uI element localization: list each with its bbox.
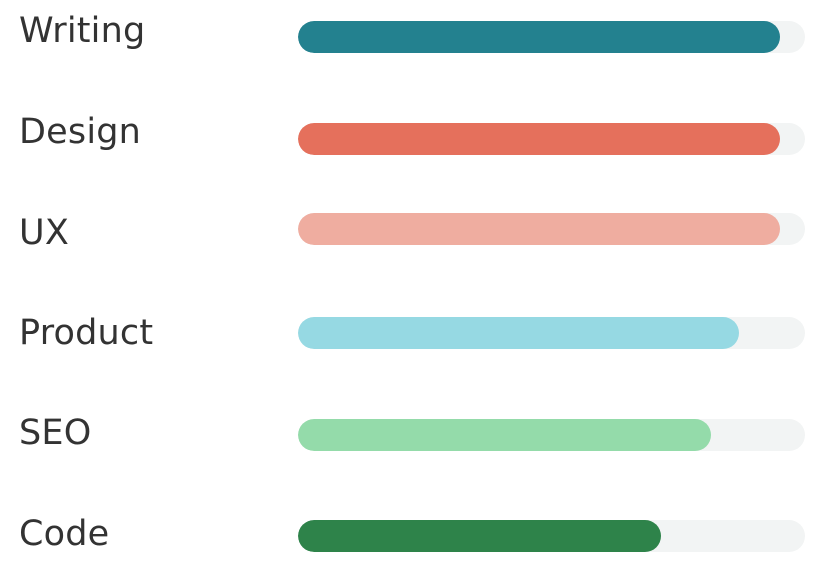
progress-fill: [298, 21, 780, 53]
progress-fill: [298, 213, 780, 245]
skill-row-ux: UX: [0, 208, 820, 278]
progress-track: [298, 123, 805, 155]
progress-fill: [298, 520, 661, 552]
skill-label: Product: [19, 313, 154, 353]
progress-track: [298, 419, 805, 451]
skill-label: UX: [19, 213, 69, 253]
skill-label: Writing: [19, 11, 146, 51]
skill-bars-list: Writing Design UX Product SEO Code: [0, 6, 820, 554]
progress-track: [298, 213, 805, 245]
skill-label: Design: [19, 112, 142, 152]
progress-track: [298, 21, 805, 53]
skill-row-seo: SEO: [0, 408, 820, 478]
progress-fill: [298, 419, 712, 451]
skill-row-design: Design: [0, 107, 820, 177]
skill-label: SEO: [19, 413, 92, 453]
progress-track: [298, 317, 805, 349]
skill-row-code: Code: [0, 509, 820, 579]
progress-track: [298, 520, 805, 552]
progress-fill: [298, 123, 780, 155]
skill-row-writing: Writing: [0, 6, 820, 76]
skill-row-product: Product: [0, 308, 820, 378]
skill-label: Code: [19, 514, 110, 554]
progress-fill: [298, 317, 740, 349]
